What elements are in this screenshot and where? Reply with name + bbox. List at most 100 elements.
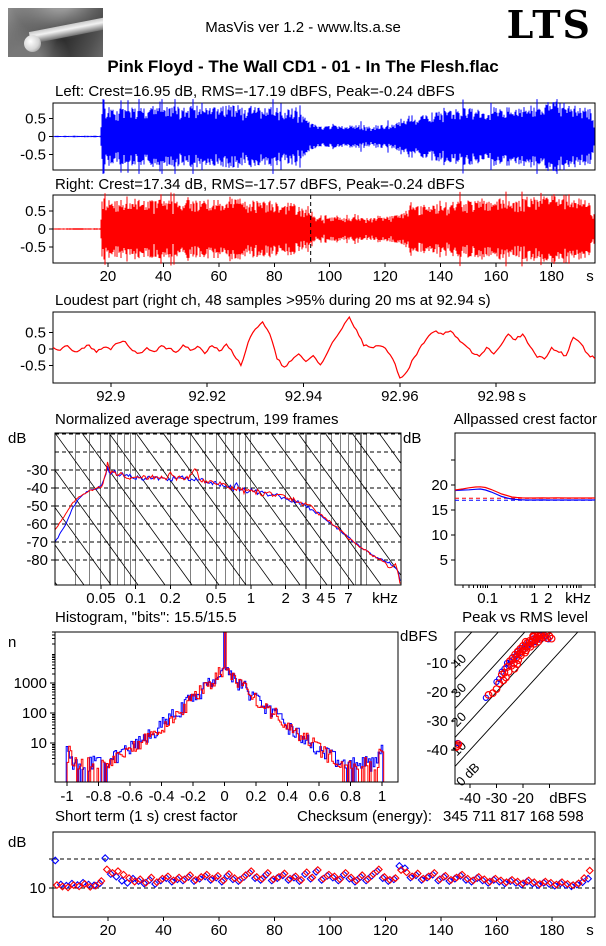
svg-text:100: 100 (22, 705, 47, 722)
svg-text:-40: -40 (426, 742, 448, 759)
svg-text:-0.4: -0.4 (149, 788, 175, 805)
svg-text:-40: -40 (26, 480, 48, 497)
svg-text:0.2: 0.2 (160, 590, 181, 607)
svg-text:140: 140 (428, 268, 453, 285)
svg-text:92.98: 92.98 (477, 388, 515, 405)
svg-text:100: 100 (317, 268, 342, 285)
svg-text:60: 60 (211, 922, 228, 939)
svg-text:-30: -30 (486, 790, 508, 807)
svg-text:0.1: 0.1 (125, 590, 146, 607)
svg-text:180: 180 (539, 268, 564, 285)
histogram-title: Histogram, "bits": 15.5/15.5 (55, 609, 237, 626)
svg-text:-30: -30 (26, 462, 48, 479)
svg-text:0.2: 0.2 (246, 788, 267, 805)
svg-text:10: 10 (431, 527, 448, 544)
svg-text:20: 20 (448, 709, 469, 730)
shortterm-title: Short term (1 s) crest factor (55, 808, 238, 825)
svg-text:4: 4 (316, 590, 324, 607)
svg-text:100: 100 (317, 922, 342, 939)
svg-text:0.5: 0.5 (25, 325, 46, 342)
svg-text:0.4: 0.4 (277, 788, 298, 805)
svg-text:5: 5 (327, 590, 335, 607)
svg-text:40: 40 (155, 268, 172, 285)
svg-text:0: 0 (38, 129, 46, 146)
right-waveform-plot: 0.50-0.5 20 40 60 80 100 120 140 160 180 s (20, 191, 596, 285)
svg-text:10: 10 (29, 880, 46, 897)
checksum-label: Checksum (energy): (297, 808, 433, 825)
svg-text:-1: -1 (60, 788, 73, 805)
svg-text:-0.8: -0.8 (86, 788, 112, 805)
svg-text:92.9: 92.9 (96, 388, 125, 405)
svg-text:140: 140 (428, 922, 453, 939)
shortterm-y-unit: dB (8, 834, 27, 851)
allpassed-title: Allpassed crest factor (453, 411, 597, 428)
svg-text:0: 0 (38, 341, 46, 358)
svg-text:-0.2: -0.2 (180, 788, 206, 805)
svg-text:-40: -40 (459, 790, 481, 807)
svg-text:0.8: 0.8 (340, 788, 361, 805)
svg-text:kHz: kHz (565, 590, 591, 607)
svg-text:40: 40 (155, 922, 172, 939)
spectrum-title: Normalized average spectrum, 199 frames (55, 411, 339, 428)
svg-text:160: 160 (484, 268, 509, 285)
shortterm-plot: 10 20 40 60 80 100 120 140 160 180 s (29, 831, 596, 939)
loudest-part-title: Loudest part (right ch, 48 samples >95% … (55, 292, 491, 309)
svg-text:-0.5: -0.5 (20, 239, 46, 256)
svg-text:-0.5: -0.5 (20, 358, 46, 375)
lts-logo: LTS (506, 2, 592, 47)
svg-text:dBFS: dBFS (549, 790, 587, 807)
histogram-plot: 10 100 1000 -1 -0.8 -0.6 -0.4 -0.2 0 0.2 0.4 0.6 0.8… (14, 631, 399, 805)
svg-text:15: 15 (431, 502, 448, 519)
svg-text:10: 10 (30, 735, 47, 752)
svg-text:180: 180 (539, 922, 564, 939)
photo-thumbnail (8, 8, 103, 57)
svg-text:0: 0 (220, 788, 228, 805)
svg-text:0: 0 (38, 221, 46, 238)
svg-text:92.92: 92.92 (188, 388, 226, 405)
track-title: Pink Floyd - The Wall CD1 - 01 - In The … (107, 57, 499, 76)
left-waveform-plot: 0.50-0.5 (20, 99, 596, 174)
svg-text:0.5: 0.5 (25, 203, 46, 220)
checksum-value: 345 711 817 168 598 (443, 808, 584, 825)
svg-text:0.05: 0.05 (86, 590, 115, 607)
left-channel-stats: Left: Crest=16.95 dB, RMS=-17.19 dBFS, P… (55, 83, 455, 100)
peak-rms-title: Peak vs RMS level (462, 609, 588, 626)
svg-text:-60: -60 (26, 516, 48, 533)
svg-text:92.96: 92.96 (381, 388, 419, 405)
svg-text:3: 3 (302, 590, 310, 607)
spectrum-y-unit-left: dB (8, 430, 27, 447)
svg-text:1: 1 (530, 590, 538, 607)
svg-text:0.1: 0.1 (477, 590, 498, 607)
svg-text:s: s (586, 922, 594, 939)
svg-text:-0.6: -0.6 (117, 788, 143, 805)
peak-rms-y-unit: dBFS (400, 628, 438, 645)
svg-text:120: 120 (373, 922, 398, 939)
svg-text:20: 20 (431, 477, 448, 494)
svg-text:s: s (518, 388, 526, 405)
loudest-part-plot: 0.50-0.5 92.9 92.92 92.94 92.96 92.98 s (20, 311, 596, 405)
svg-text:-70: -70 (26, 534, 48, 551)
app-version-text: MasVis ver 1.2 - www.lts.a.se (205, 19, 401, 36)
svg-text:-20: -20 (512, 790, 534, 807)
svg-text:40: 40 (448, 651, 469, 672)
svg-text:20: 20 (100, 922, 117, 939)
svg-text:-30: -30 (426, 713, 448, 730)
right-channel-stats: Right: Crest=17.34 dB, RMS=-17.57 dBFS, … (55, 176, 465, 193)
histogram-y-unit: n (8, 634, 17, 651)
svg-text:80: 80 (266, 922, 283, 939)
svg-text:92.94: 92.94 (285, 388, 323, 405)
svg-text:30: 30 (448, 680, 469, 701)
svg-text:-10: -10 (426, 655, 448, 672)
svg-text:-20: -20 (426, 684, 448, 701)
svg-text:60: 60 (210, 268, 227, 285)
spectrum-y-unit-right: dB (403, 430, 422, 447)
svg-text:-0.5: -0.5 (20, 147, 46, 164)
svg-text:2: 2 (544, 590, 552, 607)
svg-text:2: 2 (281, 590, 289, 607)
svg-text:s: s (586, 268, 594, 285)
svg-text:0.5: 0.5 (25, 111, 46, 128)
svg-text:kHz: kHz (372, 590, 398, 607)
svg-text:1: 1 (247, 590, 255, 607)
